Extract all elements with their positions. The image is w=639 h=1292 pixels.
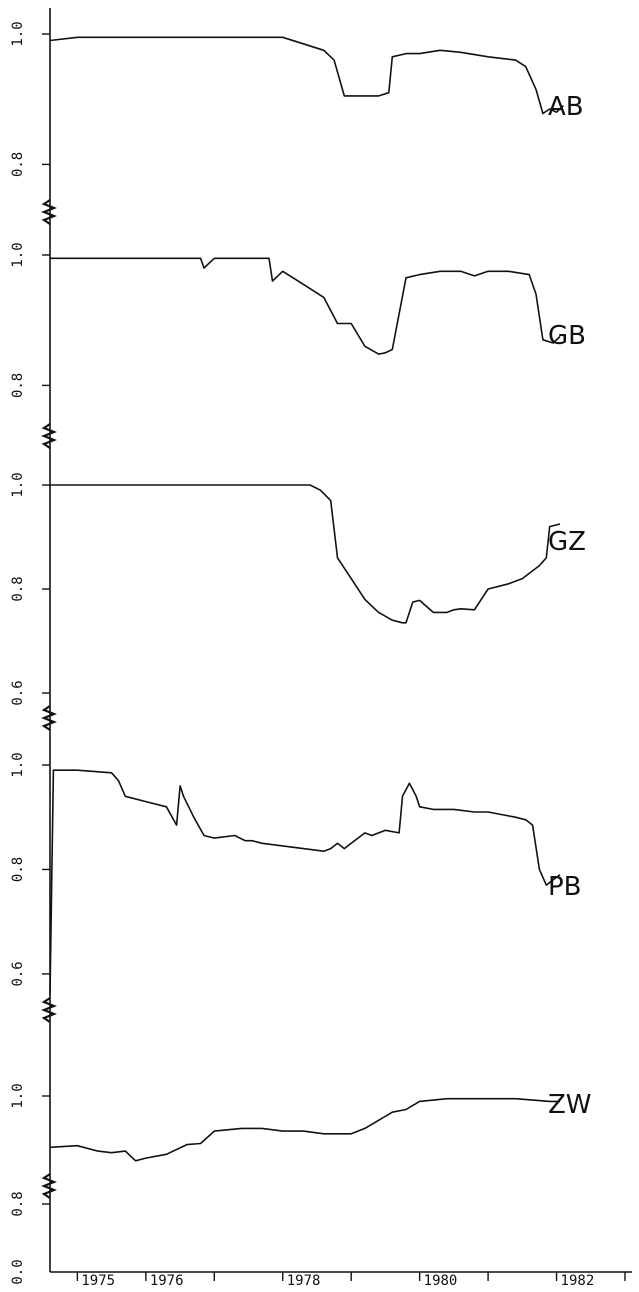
series-line-gz [50, 484, 561, 624]
x-tick-label: 1982 [561, 1273, 595, 1288]
x-tick-label: 1978 [287, 1273, 321, 1288]
series-label-ab: AB [548, 92, 584, 122]
y-tick-label: 0.6 [10, 961, 26, 986]
series-line-ab [49, 36, 564, 115]
y-tick-label: 1.0 [10, 472, 26, 497]
x-tick-label: 1980 [424, 1273, 458, 1288]
y-tick-label: 1.0 [10, 242, 26, 267]
x-tick-label: 1976 [150, 1273, 184, 1288]
y-tick-label: 0.8 [10, 152, 26, 177]
series-line-pb [49, 769, 561, 995]
axis-break-icon [41, 997, 57, 1023]
y-tick-label: 0.8 [10, 576, 26, 601]
x-tick-label: 1975 [81, 1273, 115, 1288]
axis-break-icon [41, 705, 57, 731]
y-tick-label: 0.8 [10, 857, 26, 882]
axis-break-icon [41, 1173, 57, 1199]
series-label-pb: PB [548, 872, 582, 902]
y-tick-label: 1.0 [10, 752, 26, 777]
axis-break-icon [41, 423, 57, 449]
series-line-gb [50, 257, 561, 355]
series-line-zw [49, 1097, 560, 1162]
series-label-gb: GB [548, 321, 586, 351]
y-tick-label: 0.6 [10, 680, 26, 705]
y-tick-label: 1.0 [10, 1083, 26, 1108]
y-tick-label: 0.0 [10, 1259, 26, 1284]
series-label-gz: GZ [548, 527, 586, 557]
axis-break-icon [41, 199, 57, 225]
series-label-zw: ZW [548, 1090, 592, 1120]
y-tick-label: 0.8 [10, 1191, 26, 1216]
y-tick-label: 1.0 [10, 21, 26, 46]
y-tick-label: 0.8 [10, 373, 26, 398]
